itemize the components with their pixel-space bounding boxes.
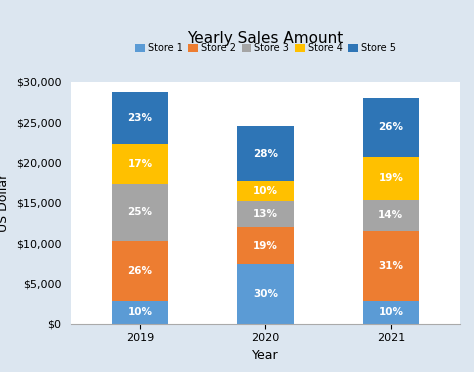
Text: 28%: 28% <box>253 149 278 159</box>
Title: Yearly Sales Amount: Yearly Sales Amount <box>187 31 344 46</box>
Bar <box>363 199 419 231</box>
Text: 26%: 26% <box>378 122 403 132</box>
Y-axis label: US Dollar: US Dollar <box>0 174 10 232</box>
Text: 25%: 25% <box>128 207 153 217</box>
Bar <box>237 201 294 227</box>
Text: 26%: 26% <box>128 266 153 276</box>
Bar <box>112 92 168 144</box>
Text: 23%: 23% <box>128 113 153 123</box>
Text: 30%: 30% <box>253 289 278 299</box>
Bar <box>363 231 419 301</box>
Bar <box>237 227 294 264</box>
Bar <box>363 301 419 324</box>
Bar <box>112 144 168 183</box>
Text: 10%: 10% <box>253 186 278 196</box>
Text: 31%: 31% <box>378 261 403 271</box>
Bar <box>363 98 419 157</box>
Legend: Store 1, Store 2, Store 3, Store 4, Store 5: Store 1, Store 2, Store 3, Store 4, Stor… <box>135 43 396 53</box>
Bar <box>112 183 168 241</box>
Bar <box>363 157 419 199</box>
Bar <box>237 264 294 324</box>
Bar <box>112 241 168 301</box>
Bar <box>237 182 294 201</box>
Bar <box>237 126 294 182</box>
Text: 10%: 10% <box>128 307 153 317</box>
Text: 17%: 17% <box>128 159 153 169</box>
X-axis label: Year: Year <box>252 349 279 362</box>
Text: 19%: 19% <box>378 173 403 183</box>
Bar <box>112 301 168 324</box>
Text: 10%: 10% <box>378 307 403 317</box>
Text: 19%: 19% <box>253 241 278 251</box>
Text: 14%: 14% <box>378 210 403 220</box>
Text: 13%: 13% <box>253 209 278 219</box>
